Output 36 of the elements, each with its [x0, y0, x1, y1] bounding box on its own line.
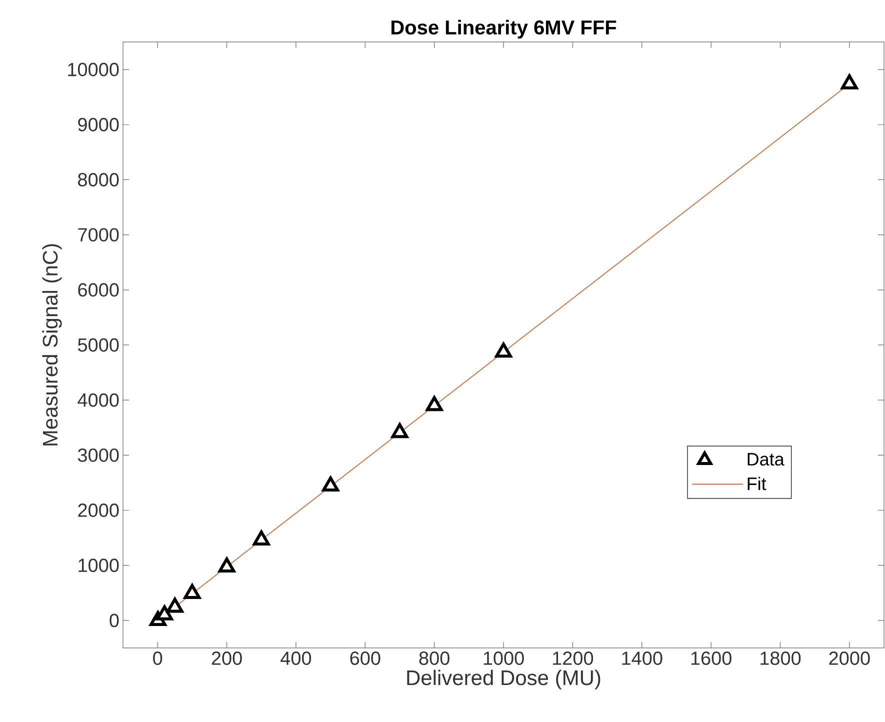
x-tick-label: 400: [280, 652, 312, 665]
point: [391, 423, 408, 438]
chart-title: Dose Linearity 6MV FFF: [392, 20, 616, 38]
y-tick-label: 4000: [78, 393, 119, 407]
x-axis-title: Delivered Dose (MU): [407, 670, 600, 690]
legend-label: Fit: [748, 476, 766, 490]
x-tick-label: 200: [212, 652, 242, 665]
point: [495, 342, 512, 358]
x-tick-label: 0: [153, 652, 162, 665]
y-tick-label: 7000: [78, 228, 119, 242]
x-tick-label: 600: [350, 652, 380, 665]
x-tick-label: 800: [419, 652, 450, 665]
point: [184, 584, 201, 599]
point: [252, 530, 270, 546]
x-tick-label: 1800: [760, 652, 801, 665]
y-tick-label: 1000: [78, 558, 119, 572]
x-tick-label: 1400: [622, 652, 662, 665]
legend-label: Data: [748, 453, 784, 466]
y-tick-label: 9000: [78, 118, 119, 132]
x-tick-label: 1000: [484, 652, 524, 665]
point: [218, 558, 236, 572]
y-tick-label: 2000: [78, 504, 119, 517]
point: [156, 605, 173, 620]
y-tick-label: 6000: [78, 283, 119, 297]
y-tick-label: 5000: [78, 338, 119, 352]
point: [426, 396, 443, 412]
point: [322, 476, 339, 492]
y-tick-label: 0: [110, 614, 119, 628]
y-tick-label: 3000: [78, 448, 119, 462]
point: [166, 598, 184, 613]
x-tick-label: 2000: [829, 652, 870, 665]
y-axis-title: Measured Signal (nC): [42, 244, 62, 446]
y-tick-label: 10000: [68, 62, 119, 76]
x-tick-label: 1200: [553, 652, 594, 665]
y-tick-label: 8000: [78, 172, 119, 186]
x-tick-label: 1600: [691, 652, 732, 665]
